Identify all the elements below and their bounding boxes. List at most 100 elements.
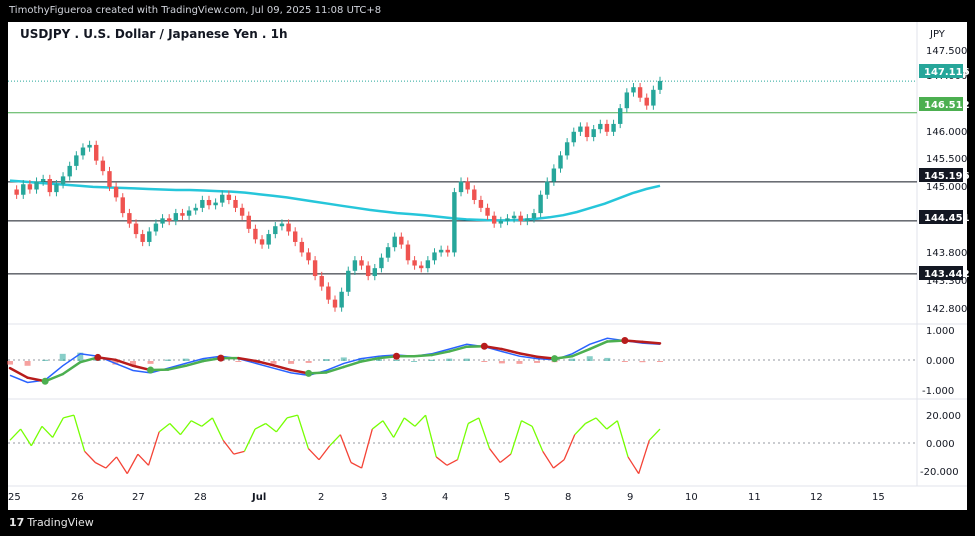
- price-tick: 147.500: [926, 46, 967, 57]
- candle-body: [531, 213, 537, 219]
- oscillator-segment: [233, 450, 245, 455]
- candle-body: [379, 257, 384, 269]
- oscillator-segment: [329, 434, 341, 447]
- macd-histogram-bar: [604, 357, 611, 361]
- oscillator-segment: [553, 459, 565, 469]
- candle-body: [113, 186, 119, 198]
- candle-body: [438, 249, 444, 253]
- time-label: 10: [685, 492, 698, 503]
- candle-body: [220, 194, 225, 203]
- candle-body: [445, 249, 450, 253]
- oscillator-segment: [585, 417, 597, 425]
- oscillator-segment: [137, 453, 149, 466]
- candle-body: [80, 147, 86, 156]
- oscillator-segment: [616, 420, 629, 458]
- oscillator-segment: [190, 420, 203, 427]
- price-tick: 145.000: [926, 182, 967, 193]
- macd-histogram-bar: [24, 361, 31, 366]
- macd-signal-segment: [61, 360, 82, 376]
- candle-body: [571, 131, 576, 143]
- oscillator-segment: [531, 426, 544, 452]
- oscillator-segment: [73, 414, 86, 452]
- price-tick: 142.800: [926, 304, 967, 315]
- candle-body: [365, 265, 371, 277]
- candle-body: [478, 199, 484, 208]
- price-label-text: 143.442: [924, 269, 970, 280]
- candle-body: [193, 207, 198, 211]
- candle-body: [326, 286, 331, 300]
- price-tick: 143.300: [926, 276, 967, 287]
- oscillator-segment: [403, 417, 416, 427]
- top-bar: TimothyFigueroa created with TradingView…: [0, 0, 975, 22]
- candle-body: [273, 226, 278, 235]
- oscillator-segment: [456, 423, 469, 460]
- oscillator-segment: [105, 456, 118, 469]
- candle-body: [558, 155, 563, 169]
- price-label-text: 144.451: [924, 213, 970, 224]
- tradingview-logo[interactable]: 17 TradingView: [9, 516, 94, 529]
- time-label: Jul: [251, 492, 266, 503]
- oscillator-segment: [478, 417, 491, 449]
- macd-histogram-bar: [375, 359, 382, 361]
- candle-body: [74, 155, 79, 166]
- macd-turn-dot: [621, 336, 629, 344]
- candle-body: [651, 89, 656, 106]
- macd-signal-segment: [237, 356, 258, 363]
- macd-histogram-bar: [77, 352, 84, 361]
- price-label-text: 146.512: [924, 100, 970, 111]
- macd-histogram-bar: [235, 361, 242, 362]
- rsi-tick: -20.000: [920, 467, 959, 478]
- macd-signal-segment: [342, 360, 363, 369]
- horizontal-lines-group: [8, 80, 917, 275]
- candle-body: [657, 80, 663, 90]
- macd-histogram-bar: [270, 361, 277, 364]
- oscillator-segment: [318, 445, 331, 461]
- candle-body: [578, 126, 583, 132]
- oscillator-segment: [116, 456, 128, 474]
- candle-body: [27, 184, 33, 190]
- oscillator-segment: [30, 425, 43, 447]
- candle-body: [545, 181, 550, 195]
- macd-signal-segment: [588, 340, 609, 351]
- candle-body: [120, 197, 125, 214]
- macd-histogram-bar: [7, 361, 13, 365]
- oscillator-segment: [510, 420, 523, 455]
- candle-body: [518, 215, 523, 221]
- price-tick: 146.000: [926, 127, 967, 138]
- oscillator-segment: [382, 420, 395, 438]
- macd-tick: -1.000: [922, 386, 954, 397]
- macd-histogram-bar: [428, 359, 435, 361]
- time-label: 3: [381, 492, 387, 503]
- price-label-bg: [919, 210, 963, 224]
- time-label: 27: [132, 492, 145, 503]
- candle-body: [399, 236, 404, 245]
- macd-histogram-bar: [446, 358, 453, 361]
- macd-signal-segment: [430, 350, 451, 357]
- oscillator-segment: [393, 417, 405, 438]
- tradingview-logo-icon: 17: [9, 516, 25, 529]
- candle-body: [491, 215, 497, 224]
- candle-body: [306, 252, 311, 261]
- tradingview-logo-text: TradingView: [27, 516, 94, 529]
- candle-body: [140, 234, 145, 242]
- candle-body: [564, 142, 570, 156]
- candle-body: [332, 299, 338, 308]
- candle-body: [631, 87, 636, 93]
- candle-body: [293, 231, 298, 242]
- macd-turn-dot: [305, 369, 313, 377]
- macd-signal-segment: [272, 364, 293, 372]
- attribution-text: TimothyFigueroa created with TradingView…: [9, 5, 382, 16]
- oscillator-segment: [488, 448, 501, 463]
- chart-frame[interactable]: [8, 22, 967, 510]
- candle-body: [511, 215, 517, 219]
- candle-body: [538, 194, 543, 214]
- oscillator-segment: [563, 434, 576, 460]
- oscillator-segment: [424, 414, 437, 458]
- macd-histogram-bar: [288, 361, 295, 364]
- oscillator-segment: [9, 428, 22, 441]
- rsi-group: [9, 414, 661, 474]
- macd-histogram-bar: [534, 361, 541, 363]
- macd-histogram-bar: [182, 358, 189, 361]
- candle-body: [153, 223, 159, 232]
